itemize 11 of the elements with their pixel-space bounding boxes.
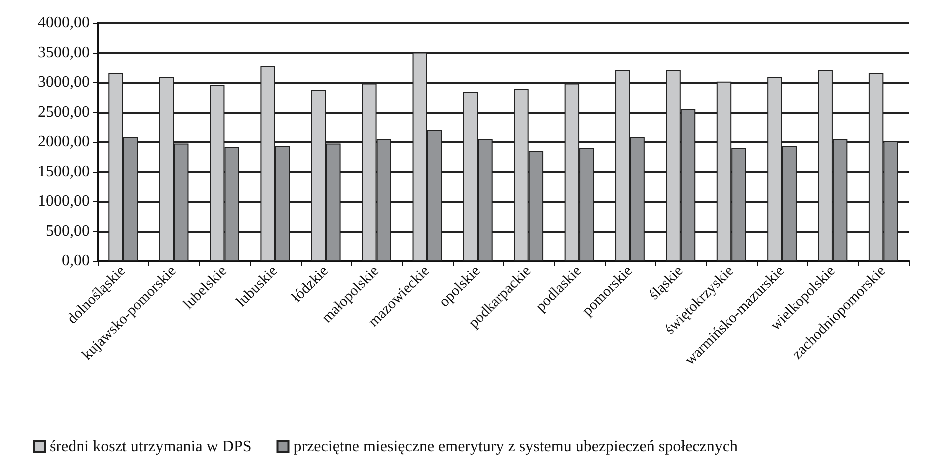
y-tick-label: 500,00: [46, 222, 90, 240]
legend-label: średni koszt utrzymania w DPS: [50, 438, 252, 456]
y-tick-label: 3000,00: [38, 74, 90, 91]
y-tick-label: 1000,00: [38, 193, 90, 210]
legend-label: przeciętne miesięczne emerytury z systemu ubezpieczeń społecznych: [294, 438, 738, 456]
y-tick-label: 0,00: [62, 252, 90, 270]
y-tick-label: 2000,00: [38, 134, 90, 150]
y-tick-label: 3500,00: [38, 44, 90, 62]
y-tick-label: 2500,00: [38, 104, 90, 121]
y-tick-label: 1500,00: [38, 163, 90, 180]
y-tick-label: 4000,00: [38, 14, 90, 32]
